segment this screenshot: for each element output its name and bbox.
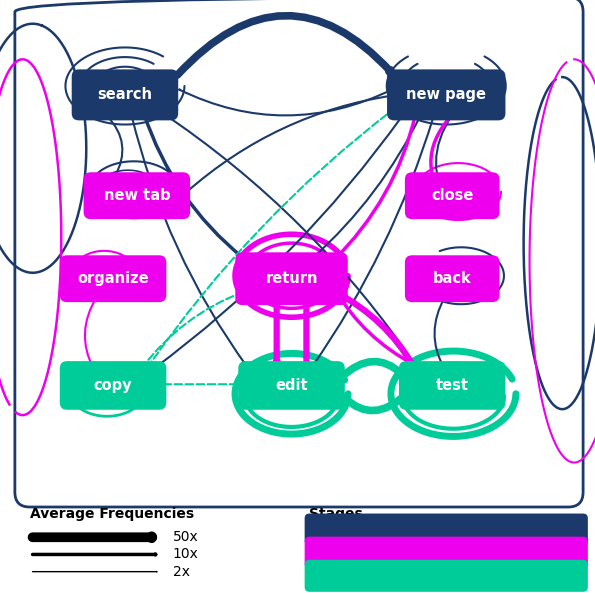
FancyBboxPatch shape: [83, 173, 190, 219]
Text: new page: new page: [406, 87, 486, 103]
FancyBboxPatch shape: [399, 361, 505, 410]
FancyBboxPatch shape: [72, 69, 178, 120]
Text: copy: copy: [94, 378, 132, 393]
Text: test: test: [436, 378, 469, 393]
Text: Information Organization: Information Organization: [321, 546, 498, 559]
Text: Solution Testing: Solution Testing: [321, 569, 434, 582]
Text: close: close: [431, 188, 474, 203]
FancyBboxPatch shape: [60, 361, 166, 410]
Text: 10x: 10x: [173, 547, 198, 562]
Text: back: back: [433, 271, 472, 286]
Text: 50x: 50x: [173, 530, 198, 544]
Text: edit: edit: [275, 378, 308, 393]
Text: 2x: 2x: [173, 565, 190, 579]
FancyBboxPatch shape: [305, 560, 588, 592]
Text: search: search: [98, 87, 152, 103]
FancyBboxPatch shape: [236, 253, 348, 305]
Text: new tab: new tab: [104, 188, 170, 203]
Text: return: return: [265, 271, 318, 286]
FancyBboxPatch shape: [405, 255, 500, 302]
Text: organize: organize: [77, 271, 149, 286]
FancyBboxPatch shape: [387, 69, 505, 120]
FancyBboxPatch shape: [60, 255, 166, 302]
Text: Stages: Stages: [309, 507, 363, 521]
Text: Average Frequencies: Average Frequencies: [30, 507, 194, 521]
FancyBboxPatch shape: [238, 361, 345, 410]
Text: Information Collection: Information Collection: [321, 523, 477, 536]
FancyBboxPatch shape: [305, 537, 588, 569]
FancyBboxPatch shape: [305, 514, 588, 546]
FancyBboxPatch shape: [405, 173, 500, 219]
